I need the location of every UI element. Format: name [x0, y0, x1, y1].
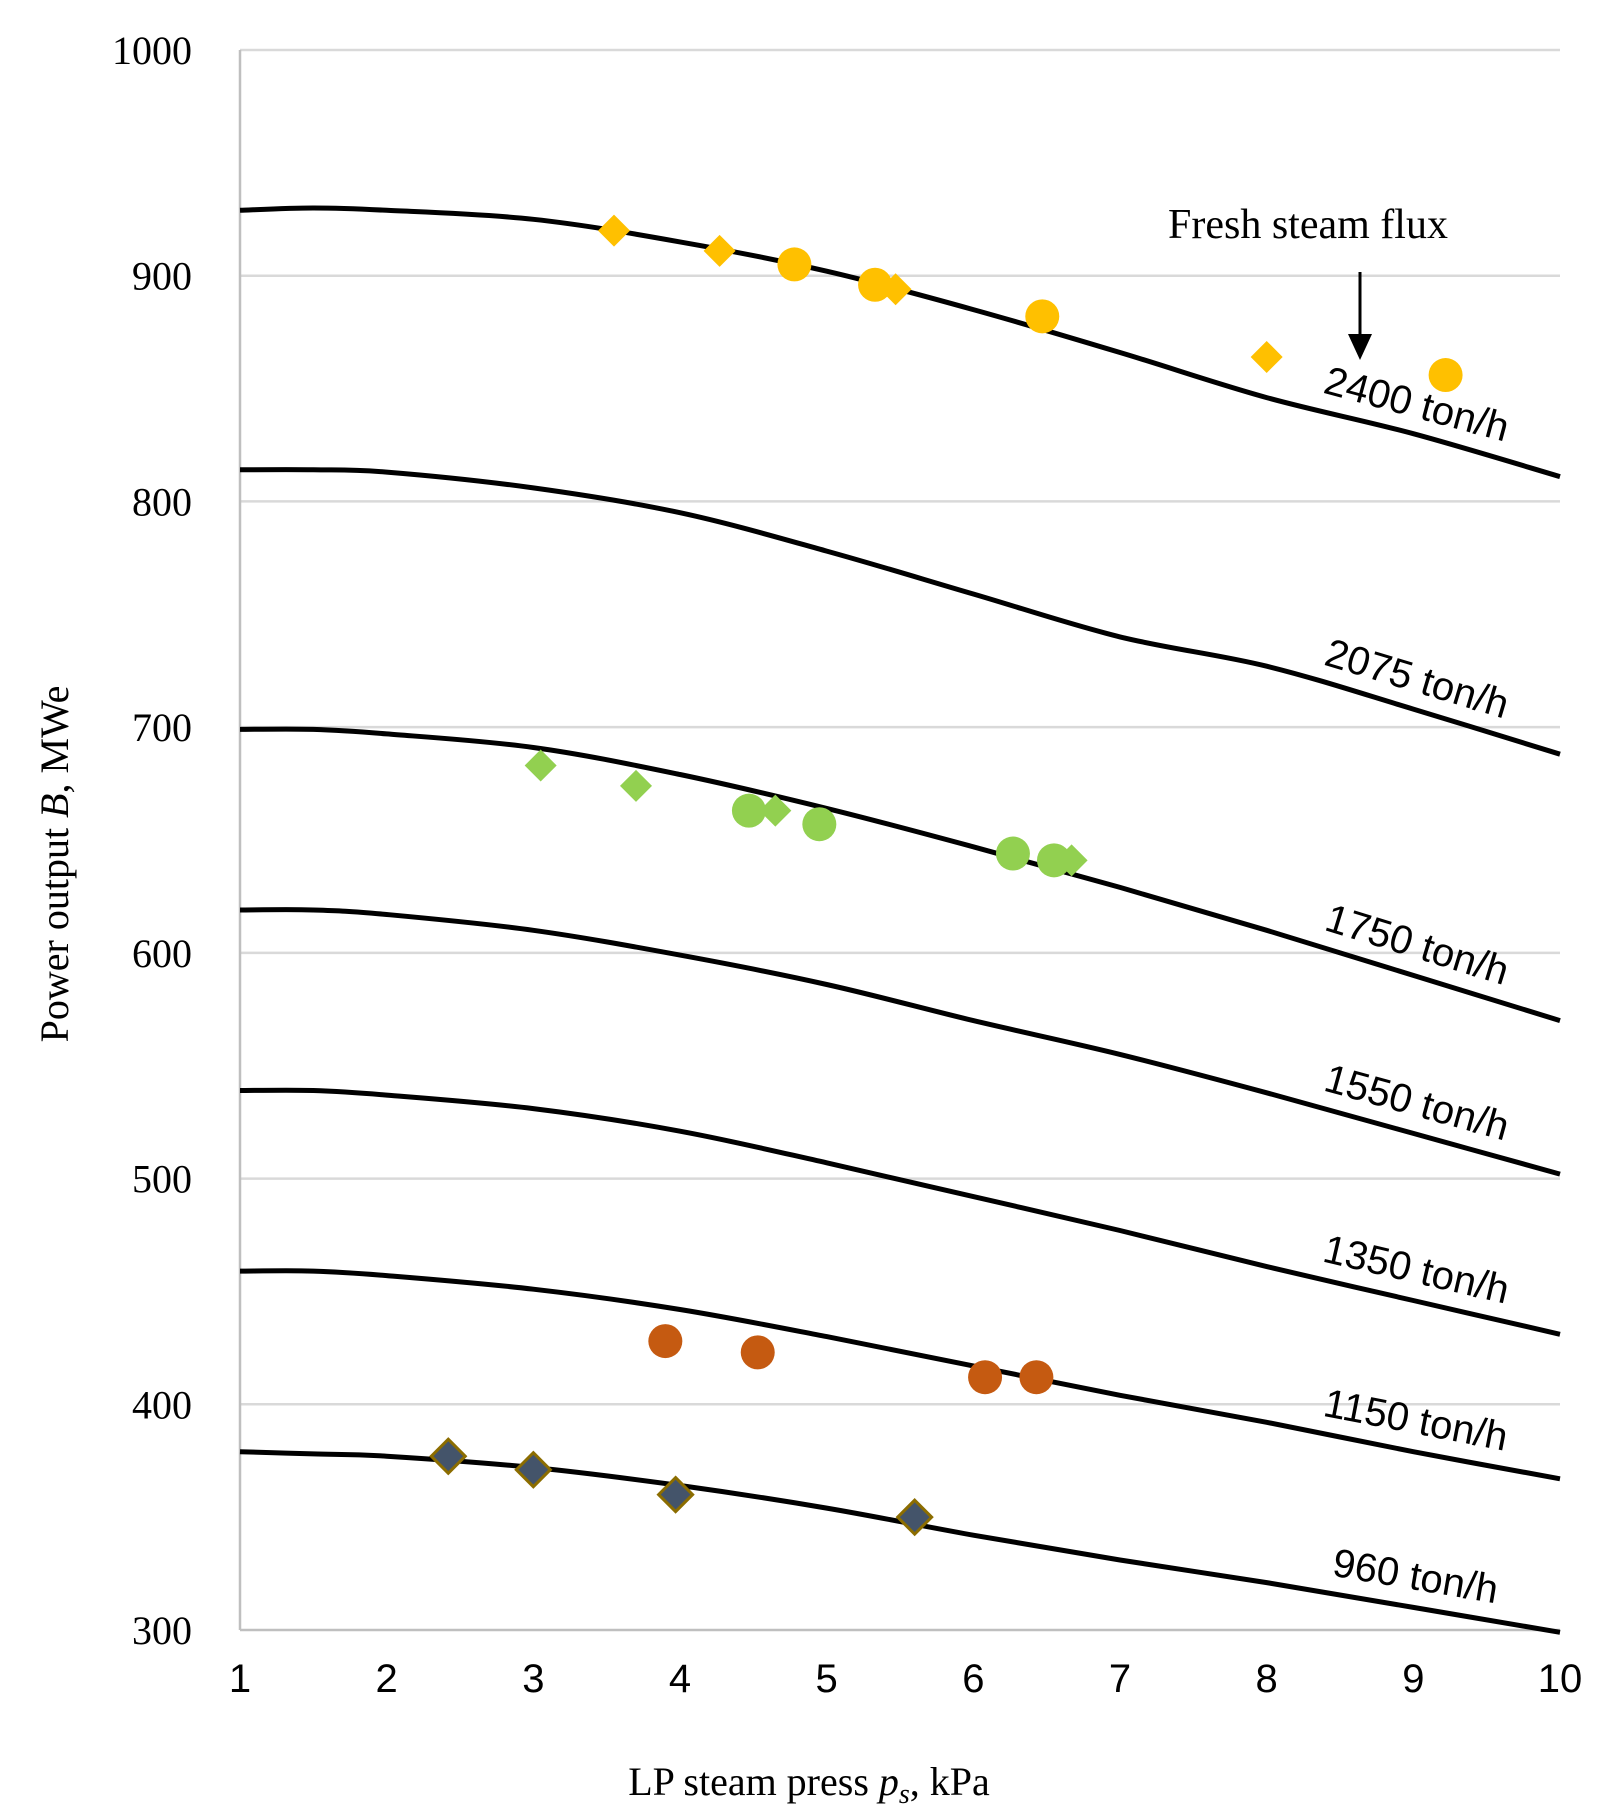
x-tick-label-9: 9 — [1402, 1657, 1424, 1701]
point-960-diamond-4 — [895, 1498, 934, 1537]
data-points — [429, 214, 1463, 1537]
point-1750-diamond-3 — [759, 794, 792, 827]
y-tick-label-400: 400 — [132, 1382, 192, 1427]
series-curves — [239, 205, 1561, 1635]
point-960-diamond-2 — [514, 1450, 553, 1489]
x-tick-labels: 1 2 3 4 5 6 7 8 9 10 — [229, 1657, 1582, 1701]
point-1150-circle-2 — [740, 1335, 775, 1370]
x-tick-label-5: 5 — [816, 1657, 838, 1701]
curve-1150 — [239, 1268, 1561, 1482]
x-tick-label-3: 3 — [522, 1657, 544, 1701]
curve-1350 — [239, 1087, 1561, 1337]
point-1150-circle-4 — [1019, 1360, 1054, 1395]
point-1750-circle-4 — [1037, 843, 1071, 878]
point-1150-circle-3 — [968, 1360, 1003, 1395]
point-960-diamond-3 — [656, 1475, 695, 1514]
curve-960 — [239, 1449, 1561, 1635]
y-axis-title: Power output B, MWe — [32, 686, 77, 1043]
grid-lines — [240, 48, 1560, 1406]
x-axis-title: LP steam press ps, kPa — [628, 1759, 990, 1810]
annotation: Fresh steam flux — [1168, 202, 1448, 360]
point-960-diamond-1 — [429, 1437, 468, 1476]
point-1750-circle-1 — [731, 793, 766, 828]
x-tick-label-7: 7 — [1109, 1657, 1131, 1701]
axes — [238, 50, 1560, 1632]
x-tick-label-2: 2 — [376, 1657, 398, 1701]
y-tick-label-700: 700 — [132, 705, 192, 750]
curve-2075 — [239, 467, 1561, 757]
annotation-arrow-head — [1348, 334, 1372, 360]
y-tick-label-1000: 1000 — [112, 28, 192, 73]
curve-1750 — [239, 726, 1561, 1023]
point-2400-diamond-4 — [1250, 340, 1283, 373]
point-1750-circle-2 — [802, 807, 837, 842]
x-tick-label-6: 6 — [962, 1657, 984, 1701]
y-tick-label-300: 300 — [132, 1608, 192, 1653]
x-tick-label-8: 8 — [1256, 1657, 1278, 1701]
point-2400-circle-4 — [1428, 358, 1463, 393]
point-2400-circle-1 — [777, 247, 812, 282]
y-tick-label-500: 500 — [132, 1157, 192, 1202]
point-1750-diamond-2 — [620, 769, 652, 802]
point-1150-circle-1 — [648, 1324, 683, 1359]
x-tick-label-4: 4 — [669, 1657, 691, 1701]
x-tick-label-10: 10 — [1538, 1657, 1583, 1701]
point-2400-diamond-1 — [598, 214, 630, 247]
x-tick-label-1: 1 — [229, 1657, 251, 1701]
annotation-text: Fresh steam flux — [1168, 202, 1448, 248]
y-tick-label-900: 900 — [132, 254, 192, 299]
point-2400-circle-2 — [858, 267, 893, 302]
y-tick-labels: 300 400 500 600 700 800 900 1000 — [112, 28, 192, 1653]
point-1750-diamond-1 — [524, 749, 557, 782]
y-tick-label-800: 800 — [132, 479, 192, 524]
point-2400-circle-3 — [1025, 299, 1060, 334]
point-2400-diamond-2 — [703, 234, 736, 267]
curve-label-960: 960 ton/h — [1330, 1541, 1502, 1612]
curve-1550 — [239, 907, 1561, 1177]
y-tick-label-600: 600 — [132, 931, 192, 976]
point-1750-circle-3 — [995, 836, 1030, 871]
curve-label-1150: 1150 ton/h — [1320, 1381, 1511, 1459]
